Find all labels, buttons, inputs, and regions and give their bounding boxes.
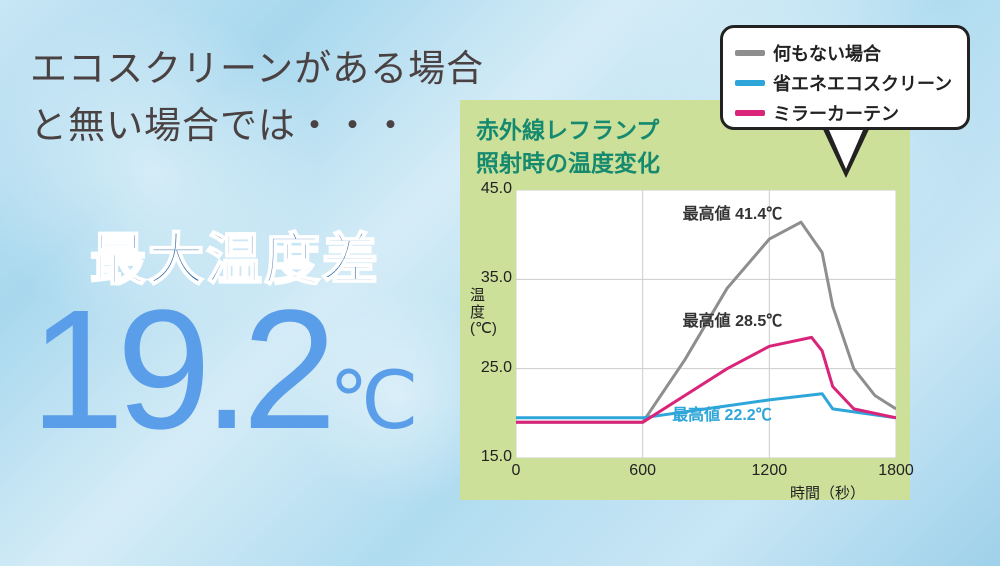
- legend-item: 省エネエコスクリーン: [735, 70, 955, 96]
- panel-title-l1: 赤外線レフランプ: [476, 117, 659, 143]
- legend-item: ミラーカーテン: [735, 100, 955, 126]
- x-tick: 1200: [752, 462, 788, 480]
- y-axis-label: 温度(℃): [470, 288, 497, 338]
- chart-annotation: 最高値 28.5℃: [683, 307, 783, 331]
- legend-label: ミラーカーテン: [773, 100, 899, 126]
- y-tick: 45.0: [468, 180, 512, 198]
- y-tick: 15.0: [468, 448, 512, 466]
- legend-swatch: [735, 50, 765, 56]
- legend: 何もない場合省エネエコスクリーンミラーカーテン: [720, 25, 970, 130]
- headline-line1: エコスクリーンがある場合: [30, 48, 484, 89]
- x-tick: 600: [629, 462, 656, 480]
- speech-tail-icon: [820, 123, 872, 178]
- diff-value: 19.2℃: [30, 285, 417, 455]
- legend-item: 何もない場合: [735, 40, 955, 66]
- legend-swatch: [735, 110, 765, 116]
- diff-number: 19.2: [30, 275, 329, 465]
- panel-title-l2: 照射時の温度変化: [476, 150, 660, 176]
- headline-line2: と無い場合では・・・: [30, 105, 410, 146]
- headline: エコスクリーンがある場合 と無い場合では・・・: [30, 40, 484, 155]
- diff-unit: ℃: [329, 356, 417, 445]
- x-tick: 0: [512, 462, 521, 480]
- legend-label: 省エネエコスクリーン: [773, 70, 952, 96]
- y-tick: 35.0: [468, 269, 512, 287]
- y-tick: 25.0: [468, 359, 512, 377]
- x-axis-label: 時間（秒）: [790, 482, 865, 503]
- x-tick: 1800: [878, 462, 914, 480]
- chart-annotation: 最高値 22.2℃: [672, 401, 772, 425]
- legend-swatch: [735, 80, 765, 86]
- legend-label: 何もない場合: [773, 40, 881, 66]
- chart-annotation: 最高値 41.4℃: [683, 200, 783, 224]
